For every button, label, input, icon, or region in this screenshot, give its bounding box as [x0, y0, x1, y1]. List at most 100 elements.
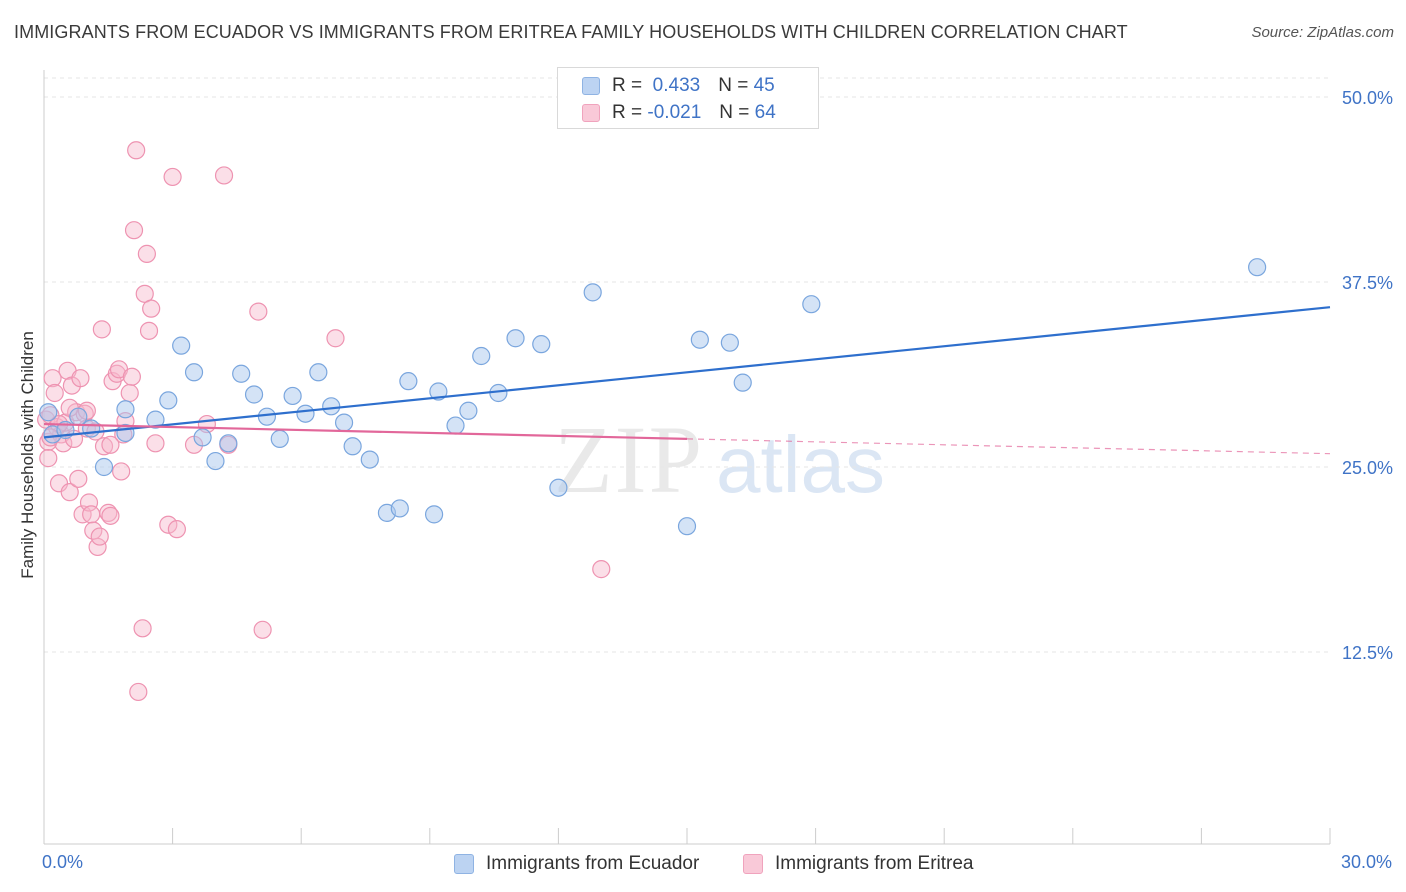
ecuador-point — [1248, 258, 1267, 277]
ecuador-point — [309, 363, 328, 382]
ecuador-point — [334, 413, 354, 432]
grid-lines — [44, 77, 1330, 653]
ecuador-point — [506, 329, 525, 348]
eritrea-points — [37, 141, 611, 702]
eritrea-point — [120, 383, 139, 403]
eritrea-point — [139, 321, 159, 340]
eritrea-point — [146, 434, 165, 453]
bottom-legend-swatch-eritrea — [743, 854, 763, 874]
eritrea-point — [124, 221, 144, 240]
ecuador-point — [270, 429, 289, 448]
bottom-legend-eritrea: Immigrants from Eritrea — [743, 852, 973, 876]
eritrea-point — [167, 520, 186, 539]
ecuador-point — [322, 397, 341, 416]
eritrea-point — [45, 383, 64, 403]
ecuador-point — [549, 478, 568, 497]
chart-title: IMMIGRANTS FROM ECUADOR VS IMMIGRANTS FR… — [14, 22, 1128, 42]
ecuador-point — [424, 505, 444, 524]
eritrea-point — [90, 527, 109, 546]
ecuador-point — [232, 364, 251, 383]
legend-r-value-ecuador: 0.433 — [652, 75, 701, 96]
bottom-legend-ecuador: Immigrants from Ecuador — [454, 852, 699, 876]
legend-r-value-eritrea: -0.021 — [647, 102, 702, 123]
legend-n-value-eritrea: 64 — [754, 102, 776, 123]
legend-row-eritrea: R = -0.021 N = 64 — [582, 101, 776, 125]
y-tick-label: 37.5% — [1342, 273, 1393, 293]
ecuador-point — [733, 373, 752, 392]
ecuador-point — [296, 404, 315, 423]
eritrea-point — [94, 437, 114, 456]
ecuador-trend-line — [43, 306, 1331, 439]
eritrea-point — [122, 367, 141, 386]
bottom-legend-label-eritrea: Immigrants from Eritrea — [775, 853, 974, 874]
y-tick-label: 25.0% — [1342, 458, 1393, 478]
ecuador-point — [39, 403, 58, 422]
ecuador-point — [184, 363, 204, 382]
ecuador-point — [677, 517, 697, 536]
eritrea-point — [249, 302, 268, 321]
ecuador-point — [399, 372, 418, 391]
legend-row-ecuador: R = 0.433 N = 45 — [582, 74, 775, 98]
y-tick-labels: 12.5% 25.0% 37.5% 50.0% — [1342, 88, 1393, 663]
legend-n-value-ecuador: 45 — [753, 75, 775, 96]
bottom-legend-label-ecuador: Immigrants from Ecuador — [486, 853, 700, 874]
bottom-legend-swatch-ecuador — [454, 854, 474, 874]
eritrea-point — [163, 167, 182, 187]
eritrea-trend-line — [43, 422, 688, 440]
eritrea-point — [133, 619, 152, 638]
ecuador-point — [193, 428, 212, 447]
ecuador-point — [429, 382, 448, 401]
eritrea-point — [69, 469, 88, 488]
eritrea-point — [129, 682, 148, 702]
eritrea-point — [137, 244, 156, 263]
legend-r-label: R = — [612, 75, 643, 96]
ecuador-point — [116, 400, 135, 419]
ecuador-point — [244, 385, 264, 404]
source-credit: Source: ZipAtlas.com — [1251, 24, 1394, 41]
eritrea-point — [253, 620, 272, 639]
ecuador-point — [360, 450, 379, 469]
eritrea-point — [214, 166, 234, 185]
watermark-zip: ZIP — [554, 406, 704, 513]
eritrea-point — [39, 449, 58, 468]
eritrea-point — [99, 503, 118, 522]
ecuador-point — [720, 333, 739, 352]
eritrea-point — [159, 515, 178, 534]
eritrea-point — [82, 505, 101, 524]
x-tick-label-min: 0.0% — [42, 852, 84, 872]
eritrea-point — [592, 560, 611, 579]
eritrea-point — [43, 369, 62, 388]
legend-swatch-eritrea — [582, 104, 600, 122]
eritrea-point — [60, 483, 79, 502]
watermark: ZIP atlas — [554, 406, 885, 513]
watermark-atlas: atlas — [716, 420, 885, 509]
ecuador-point — [172, 336, 191, 355]
eritrea-point — [112, 462, 131, 481]
legend-n-label: N = — [719, 102, 750, 123]
legend-r-label: R = — [612, 102, 643, 123]
eritrea-point — [142, 299, 161, 318]
ecuador-point — [283, 386, 302, 406]
ecuador-point — [82, 419, 101, 438]
ecuador-point — [343, 437, 362, 456]
ecuador-point — [94, 457, 114, 477]
ecuador-point — [146, 410, 165, 429]
ecuador-point — [159, 391, 178, 410]
y-tick-label: 12.5% — [1342, 643, 1393, 663]
ecuador-point — [446, 416, 465, 435]
ecuador-point — [583, 283, 602, 302]
ecuador-point — [802, 295, 821, 314]
eritrea-point — [92, 320, 111, 339]
ecuador-point — [532, 335, 551, 354]
ecuador-point — [472, 346, 491, 366]
legend-n-label: N = — [718, 75, 749, 96]
eritrea-trend-line-extension — [686, 438, 1331, 455]
eritrea-point — [71, 369, 90, 388]
ecuador-point — [690, 330, 709, 349]
eritrea-point — [326, 329, 345, 348]
y-tick-label: 50.0% — [1342, 88, 1393, 108]
eritrea-point — [101, 506, 120, 525]
ecuador-point — [206, 451, 225, 471]
eritrea-point — [101, 435, 120, 454]
